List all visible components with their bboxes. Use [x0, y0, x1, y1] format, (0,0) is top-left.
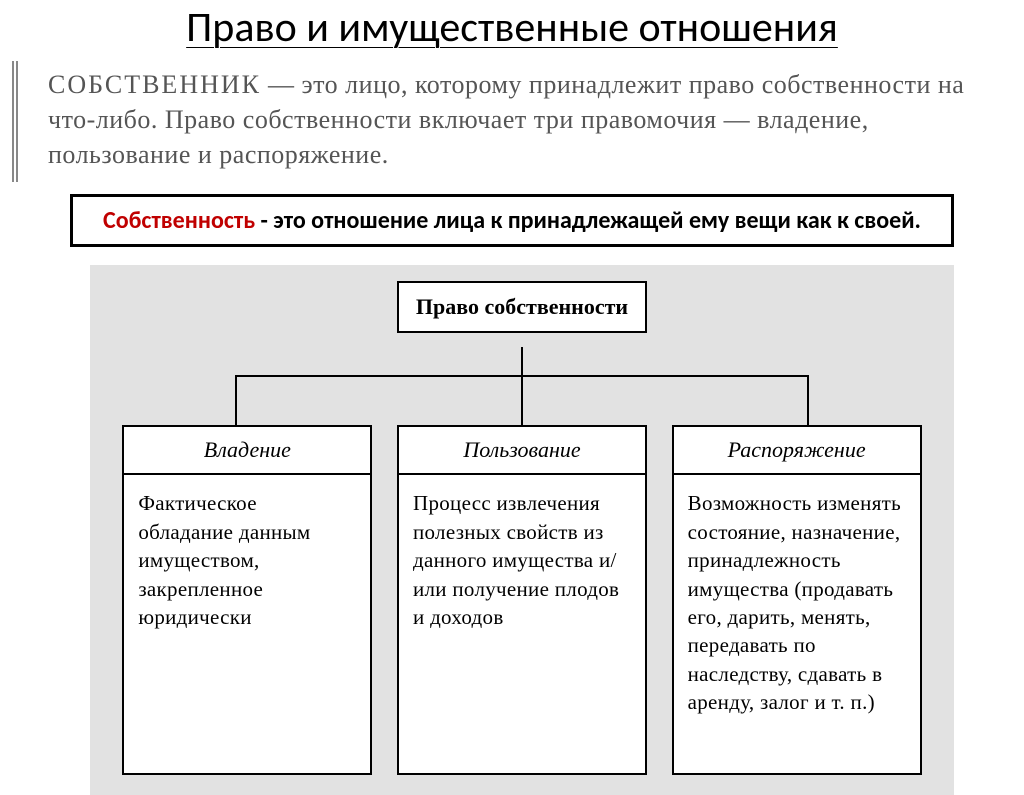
- column-body: Возможность из­менять состоя­ние, назнач…: [672, 475, 922, 775]
- definition-owner-term: СОБСТВЕННИК: [48, 70, 261, 99]
- definition-owner: СОБСТВЕННИК — это лицо, которому принадл…: [12, 61, 1012, 182]
- column-header: Владение: [122, 425, 372, 475]
- definition-property-term: Собственность: [103, 206, 255, 235]
- column-header: Распоряжение: [672, 425, 922, 475]
- columns: Владение Фактическое обладание дан­ным и…: [90, 425, 954, 775]
- connector-line: [235, 375, 237, 425]
- column-body: Процесс извлечения полезных свойств из д…: [397, 475, 647, 775]
- column-body: Фактическое обладание дан­ным имущест­во…: [122, 475, 372, 775]
- page-title: Право и имущественные отношения: [0, 0, 1024, 61]
- column-header: Пользование: [397, 425, 647, 475]
- definition-property-text: - это отношение лица к принадлежащей ему…: [255, 206, 921, 235]
- definition-property: Собственность - это отношение лица к при…: [70, 194, 954, 247]
- column-use: Пользование Процесс извлечения полезных …: [397, 425, 647, 775]
- root-node: Право собственности: [397, 281, 647, 333]
- definition-property-wrap: Собственность - это отношение лица к при…: [70, 194, 954, 247]
- column-disposal: Распоряжение Возможность из­менять состо…: [672, 425, 922, 775]
- connector-line: [807, 375, 809, 425]
- connector-line: [521, 375, 523, 425]
- column-possession: Владение Фактическое обладание дан­ным и…: [122, 425, 372, 775]
- connector-line: [521, 347, 523, 375]
- diagram-area: Право собственности Владение Фактическое…: [90, 265, 954, 795]
